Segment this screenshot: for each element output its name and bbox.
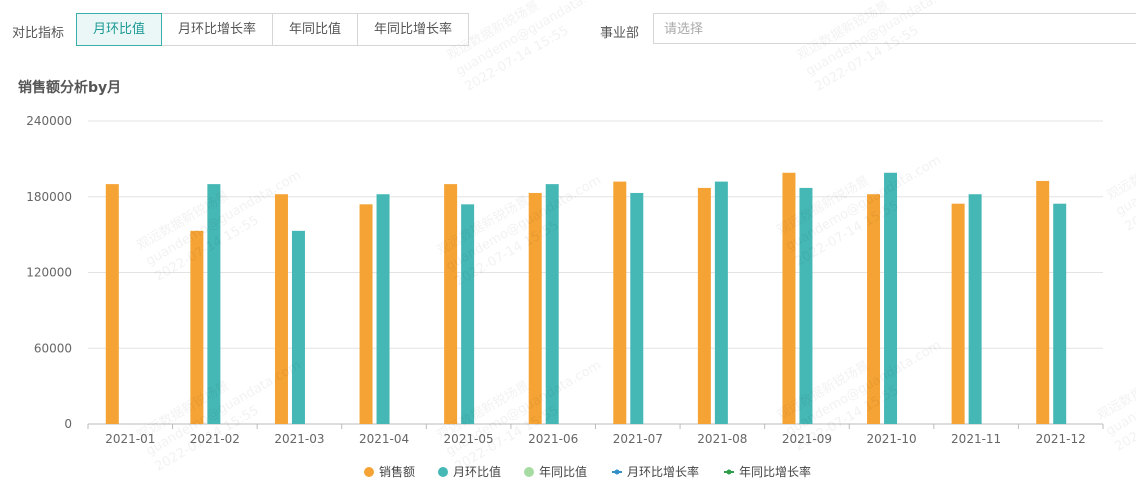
legend-label[interactable]: 月环比增长率 — [627, 464, 699, 479]
chart-title: 销售额分析by月 — [18, 80, 122, 96]
bar-销售额-2021-01[interactable] — [105, 184, 119, 424]
x-tick-label: 2021-07 — [613, 432, 663, 446]
legend-marker — [524, 467, 534, 477]
y-tick-label: 240000 — [26, 114, 72, 128]
legend-marker — [614, 469, 620, 475]
bar-销售额-2021-07[interactable] — [613, 181, 627, 424]
x-tick-label: 2021-11 — [951, 432, 1001, 446]
legend-label[interactable]: 月环比值 — [453, 464, 501, 479]
filter-row: 对比指标 月环比值 月环比增长率 年同比值 年同比增长率 事业部 请选择 — [0, 13, 1136, 48]
bar-月环比值-2021-09[interactable] — [799, 187, 813, 424]
compare-metric-label: 对比指标 — [12, 26, 65, 41]
x-tick-label: 2021-09 — [782, 432, 832, 446]
bar-月环比值-2021-04[interactable] — [376, 194, 390, 424]
x-tick-label: 2021-06 — [528, 432, 578, 446]
bar-销售额-2021-02[interactable] — [190, 230, 204, 424]
bar-月环比值-2021-03[interactable] — [291, 230, 305, 424]
business-unit-label: 事业部 — [600, 26, 640, 41]
grid-lines — [88, 120, 1103, 425]
y-tick-label: 60000 — [34, 341, 72, 355]
x-tick-label: 2021-04 — [359, 432, 409, 446]
x-tick-label: 2021-01 — [105, 432, 155, 446]
bar-月环比值-2021-10[interactable] — [884, 172, 898, 424]
option-yoy-value[interactable]: 年同比值 — [272, 13, 359, 46]
bar-销售额-2021-04[interactable] — [359, 204, 373, 424]
x-tick-label: 2021-05 — [444, 432, 494, 446]
bar-销售额-2021-06[interactable] — [528, 192, 542, 424]
bar-销售额-2021-10[interactable] — [867, 194, 881, 424]
bar-销售额-2021-12[interactable] — [1036, 180, 1050, 424]
bar-月环比值-2021-02[interactable] — [207, 184, 221, 424]
legend-label[interactable]: 年同比增长率 — [739, 464, 811, 479]
bar-月环比值-2021-07[interactable] — [630, 192, 644, 424]
y-tick-label: 0 — [64, 417, 72, 431]
x-tick-label: 2021-10 — [866, 432, 916, 446]
y-tick-label: 120000 — [26, 266, 72, 280]
bar-销售额-2021-09[interactable] — [782, 172, 796, 424]
legend-label[interactable]: 销售额 — [379, 464, 415, 479]
bar-销售额-2021-08[interactable] — [697, 187, 711, 424]
bar-月环比值-2021-06[interactable] — [545, 184, 559, 424]
compare-metric-segmented: 月环比值 月环比增长率 年同比值 年同比增长率 — [76, 13, 470, 46]
x-tick-label: 2021-08 — [697, 432, 747, 446]
bar-月环比值-2021-08[interactable] — [714, 181, 728, 424]
legend-label[interactable]: 年同比值 — [539, 464, 587, 479]
bar-销售额-2021-05[interactable] — [444, 184, 458, 424]
bar-销售额-2021-03[interactable] — [274, 194, 288, 424]
legend-marker — [438, 467, 448, 477]
x-tick-label: 2021-02 — [190, 432, 240, 446]
y-tick-label: 180000 — [26, 190, 72, 204]
x-tick-label: 2021-12 — [1036, 432, 1086, 446]
business-unit-select[interactable]: 请选择 — [653, 13, 1136, 44]
legend: 销售额 月环比值 年同比值 月环比增长率 年同比增长率 — [364, 464, 811, 479]
bar-月环比值-2021-05[interactable] — [461, 204, 475, 424]
option-yoy-growth[interactable]: 年同比增长率 — [357, 13, 470, 46]
x-tick-label: 2021-03 — [274, 432, 324, 446]
bar-月环比值-2021-12[interactable] — [1053, 203, 1067, 424]
bars-group — [105, 172, 1067, 424]
option-mom-value[interactable]: 月环比值 — [76, 13, 163, 46]
x-axis: 2021-01 2021-02 2021-03 2021-04 2021-05 2021-… — [87, 424, 1104, 446]
y-axis: 0 60000 120000 180000 240000 — [26, 114, 72, 431]
legend-marker — [726, 469, 732, 475]
legend-marker — [364, 467, 374, 477]
bar-销售额-2021-11[interactable] — [951, 203, 965, 424]
bar-月环比值-2021-11[interactable] — [968, 194, 982, 424]
